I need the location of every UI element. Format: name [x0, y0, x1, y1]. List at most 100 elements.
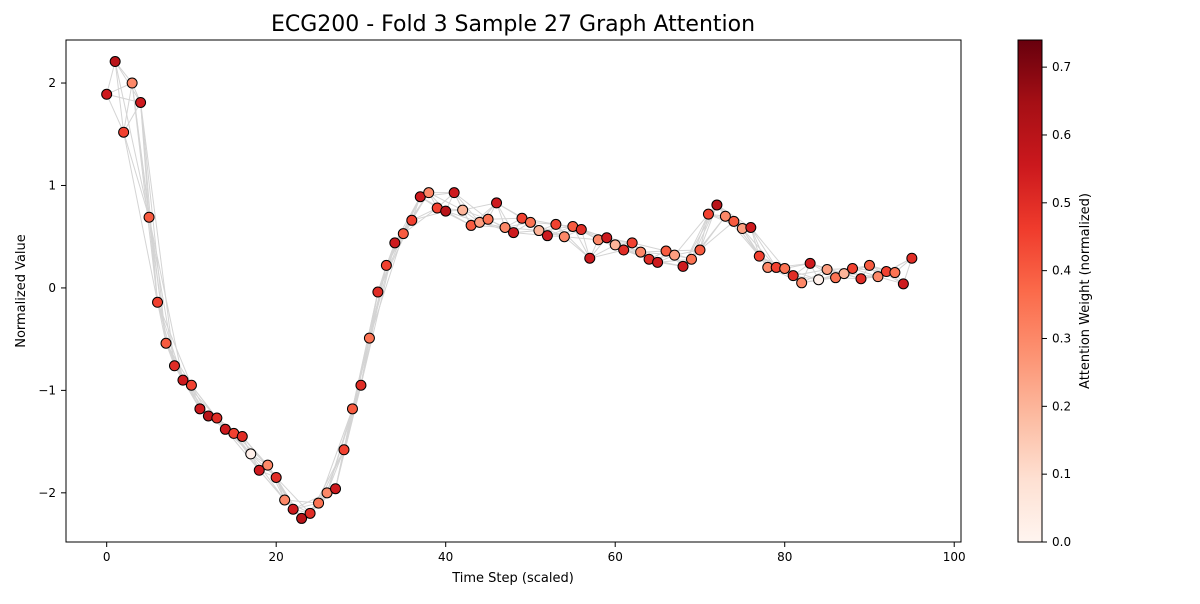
x-tick-label: 80 [777, 550, 792, 564]
graph-edge [699, 215, 726, 251]
data-point [609, 239, 621, 251]
graph-edge [326, 385, 362, 493]
y-tick-label: 1 [48, 178, 56, 192]
data-point [499, 221, 511, 233]
graph-edge [589, 249, 624, 259]
data-point [185, 379, 197, 391]
data-point [533, 225, 545, 237]
graph-edge [632, 242, 667, 252]
graph-edge [572, 226, 591, 259]
data-point [177, 374, 189, 386]
y-axis: −2 −1 0 1 2 [38, 76, 66, 500]
x-tick-label: 60 [608, 550, 623, 564]
colorbar-tick-label: 0.3 [1052, 331, 1071, 345]
graph-edge [106, 94, 125, 133]
data-point [279, 494, 291, 506]
data-point [787, 270, 799, 282]
data-point [380, 259, 392, 271]
data-point [126, 77, 138, 89]
y-tick-label: −1 [38, 383, 56, 397]
colorbar-tick-label: 0.1 [1052, 467, 1071, 481]
y-tick-label: 2 [48, 76, 56, 90]
data-point [838, 268, 850, 280]
graph-edge [699, 204, 718, 251]
graph-edge [403, 207, 438, 235]
y-tick-label: 0 [48, 281, 56, 295]
data-point [558, 231, 570, 243]
data-point [160, 337, 172, 349]
data-point [287, 503, 299, 515]
graph-edge [123, 82, 133, 133]
x-tick-label: 100 [943, 550, 966, 564]
data-point [168, 360, 180, 372]
data-point [152, 296, 164, 308]
data-point [482, 213, 494, 225]
data-point [779, 262, 791, 274]
data-point [677, 260, 689, 272]
data-point [685, 253, 697, 265]
graph-edge [284, 499, 319, 504]
graph-edge [123, 132, 150, 218]
data-point [635, 246, 647, 258]
data-point [270, 471, 282, 483]
graph-edge [123, 102, 142, 133]
data-point [889, 267, 901, 279]
data-point [406, 214, 418, 226]
graph-edge [699, 214, 709, 251]
graph-edge [318, 408, 353, 504]
colorbar [1017, 39, 1043, 543]
graph-edge [114, 61, 150, 218]
data-point [448, 187, 460, 199]
data-point [584, 252, 596, 264]
plot-area-frame [65, 39, 962, 543]
graph-edge [131, 82, 159, 303]
graph-edge [114, 61, 125, 133]
data-point [338, 444, 350, 456]
data-point [872, 271, 884, 283]
data-point [194, 403, 206, 415]
graph-edge [275, 477, 311, 514]
data-point [135, 96, 147, 108]
colorbar-tick-label: 0.4 [1052, 264, 1071, 278]
data-point [626, 237, 638, 249]
graph-edge [555, 224, 591, 259]
data-point [711, 199, 723, 211]
data-points [101, 56, 918, 524]
data-point [813, 274, 825, 286]
data-point [304, 507, 316, 519]
x-axis: 0 20 40 60 80 100 [103, 542, 966, 564]
graph-edge [190, 385, 209, 417]
data-point [745, 221, 757, 233]
data-point [702, 208, 714, 220]
data-point [245, 448, 257, 460]
data-point [524, 216, 536, 228]
graph-edges [106, 61, 913, 519]
data-point [236, 430, 248, 442]
graph-edge [428, 192, 463, 211]
data-point [855, 273, 867, 285]
graph-edge [148, 217, 184, 381]
data-point [491, 197, 503, 209]
x-tick-label: 0 [103, 550, 111, 564]
data-point [143, 211, 155, 223]
graph-edge [488, 217, 522, 220]
data-point [669, 249, 681, 261]
graph-edge [123, 132, 159, 303]
data-point [355, 379, 367, 391]
data-point [397, 228, 409, 240]
chart-title: ECG200 - Fold 3 Sample 27 Graph Attentio… [271, 12, 755, 37]
data-point [821, 263, 833, 275]
graph-edge [564, 236, 599, 241]
data-point [262, 459, 274, 471]
graph-edge [326, 449, 345, 494]
y-tick-label: −2 [38, 486, 56, 500]
data-point [618, 244, 630, 256]
graph-edge [750, 227, 786, 269]
data-point [363, 332, 375, 344]
data-point [508, 227, 519, 239]
data-point [550, 218, 562, 230]
data-point [372, 286, 384, 298]
graph-edge [157, 302, 192, 386]
colorbar-label: Attention Weight (normalized) [1078, 193, 1093, 389]
